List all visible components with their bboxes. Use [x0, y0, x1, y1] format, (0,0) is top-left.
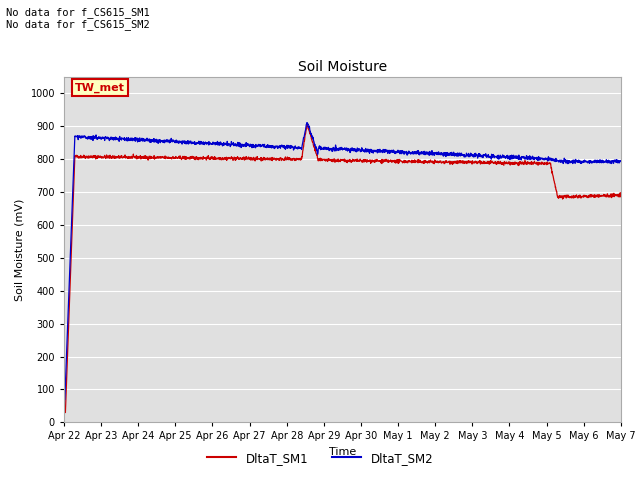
Y-axis label: Soil Moisture (mV): Soil Moisture (mV)	[15, 198, 25, 301]
Line: DltaT_SM2: DltaT_SM2	[64, 122, 621, 422]
Title: Soil Moisture: Soil Moisture	[298, 60, 387, 74]
DltaT_SM2	[60, 420, 68, 425]
DltaT_SM2	[601, 158, 609, 164]
DltaT_SM1	[88, 155, 96, 161]
DltaT_SM2	[499, 152, 506, 158]
DltaT_SM1	[499, 161, 506, 167]
DltaT_SM1	[617, 192, 625, 198]
DltaT_SM1	[331, 159, 339, 165]
DltaT_SM2	[303, 120, 311, 125]
DltaT_SM1	[601, 192, 609, 198]
Line: DltaT_SM1: DltaT_SM1	[64, 125, 621, 412]
Legend: DltaT_SM1, DltaT_SM2: DltaT_SM1, DltaT_SM2	[202, 447, 438, 469]
DltaT_SM2	[617, 158, 625, 164]
DltaT_SM2	[316, 145, 324, 151]
Text: TW_met: TW_met	[75, 83, 125, 93]
Text: No data for f_CS615_SM1: No data for f_CS615_SM1	[6, 7, 150, 18]
Text: No data for f_CS615_SM2: No data for f_CS615_SM2	[6, 19, 150, 30]
DltaT_SM1	[60, 409, 68, 415]
DltaT_SM1	[601, 193, 609, 199]
X-axis label: Time: Time	[329, 447, 356, 457]
DltaT_SM2	[331, 146, 339, 152]
DltaT_SM1	[316, 156, 324, 161]
DltaT_SM1	[303, 122, 311, 128]
DltaT_SM2	[88, 133, 96, 139]
DltaT_SM2	[601, 159, 609, 165]
